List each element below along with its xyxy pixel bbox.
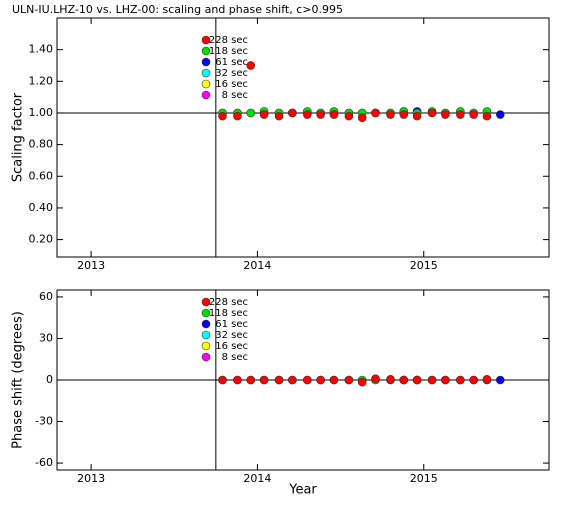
data-point	[233, 111, 242, 121]
data-point	[329, 375, 339, 385]
data-point	[412, 375, 422, 385]
legend-marker	[201, 46, 211, 56]
legend-label: 16 sec	[215, 79, 248, 90]
data-point	[288, 375, 297, 385]
data-point	[274, 111, 284, 121]
data-point	[303, 110, 312, 119]
legend-label: 61 sec	[215, 319, 248, 330]
y-tick-label: 30	[39, 331, 53, 344]
y-tick-label: 0.20	[29, 233, 54, 246]
legend-marker	[201, 308, 211, 318]
data-point	[246, 375, 256, 385]
data-point	[469, 375, 478, 385]
y-axis-label: Phase shift (degrees)	[11, 311, 26, 449]
y-tick-label: -30	[35, 415, 53, 428]
legend-marker	[201, 79, 211, 89]
data-point	[456, 375, 465, 385]
legend-marker	[201, 341, 211, 351]
legend-marker	[201, 35, 211, 45]
legend-label: 16 sec	[215, 341, 248, 352]
data-point	[441, 375, 450, 385]
data-point	[288, 108, 297, 118]
data-point	[246, 61, 256, 70]
data-point	[357, 113, 367, 123]
y-tick-label: 0.80	[29, 138, 54, 151]
data-point	[495, 375, 505, 385]
data-point	[495, 110, 505, 119]
legend-label: 118 sec	[209, 308, 248, 319]
data-point	[441, 110, 450, 119]
data-point	[274, 375, 284, 385]
data-point	[218, 111, 227, 121]
x-tick-label: 2015	[410, 259, 438, 272]
legend-marker	[201, 319, 211, 329]
data-point	[399, 375, 409, 385]
data-point	[246, 108, 256, 118]
data-point	[218, 375, 227, 385]
legend-label: 228 sec	[209, 35, 248, 46]
data-point	[233, 375, 242, 385]
data-point	[329, 110, 339, 119]
legend-label: 32 sec	[215, 330, 248, 341]
x-tick-label: 2014	[243, 259, 271, 272]
data-point	[469, 110, 478, 119]
data-point	[259, 375, 269, 385]
x-tick-label: 2013	[77, 472, 105, 485]
y-tick-label: 60	[39, 290, 53, 303]
legend-label: 61 sec	[215, 57, 248, 68]
data-point	[316, 110, 325, 119]
data-point	[344, 375, 354, 385]
legend-label: 8 sec	[222, 90, 248, 101]
y-tick-label: 1.20	[29, 74, 54, 87]
y-tick-label: 0.60	[29, 169, 54, 182]
chart-title: ULN-IU.LHZ-10 vs. LHZ-00: scaling and ph…	[12, 3, 343, 16]
y-axis-label: Scaling factor	[11, 92, 26, 182]
x-tick-label: 2013	[77, 259, 105, 272]
y-tick-label: 0	[46, 373, 53, 386]
legend-label: 118 sec	[209, 46, 248, 57]
legend-marker	[201, 297, 211, 307]
data-point	[427, 375, 437, 385]
x-tick-label: 2014	[243, 472, 271, 485]
legend-marker	[201, 90, 211, 100]
legend-label: 8 sec	[222, 352, 248, 363]
legend-marker	[201, 57, 211, 67]
data-point	[456, 110, 465, 119]
y-tick-label: 1.00	[29, 106, 54, 119]
data-point	[427, 108, 437, 118]
x-tick-label: 2015	[410, 472, 438, 485]
data-point	[386, 375, 395, 384]
data-point	[386, 110, 395, 119]
data-point	[259, 110, 269, 119]
data-point	[303, 375, 312, 385]
legend-marker	[201, 352, 211, 362]
legend-label: 228 sec	[209, 297, 248, 308]
data-point	[482, 375, 492, 384]
plot-frame	[56, 17, 550, 258]
y-tick-label: 0.40	[29, 201, 54, 214]
data-point	[316, 375, 325, 385]
x-axis-label: Year	[288, 483, 317, 498]
data-point	[357, 377, 367, 387]
legend-label: 32 sec	[215, 68, 248, 79]
y-tick-label: 1.40	[29, 43, 54, 56]
data-point	[399, 110, 409, 119]
data-point	[344, 111, 354, 121]
data-point	[371, 374, 380, 383]
legend-marker	[201, 68, 211, 78]
data-point	[412, 111, 422, 121]
legend-marker	[201, 330, 211, 340]
data-point	[482, 111, 492, 121]
y-tick-label: -60	[35, 456, 53, 469]
data-point	[371, 108, 380, 118]
